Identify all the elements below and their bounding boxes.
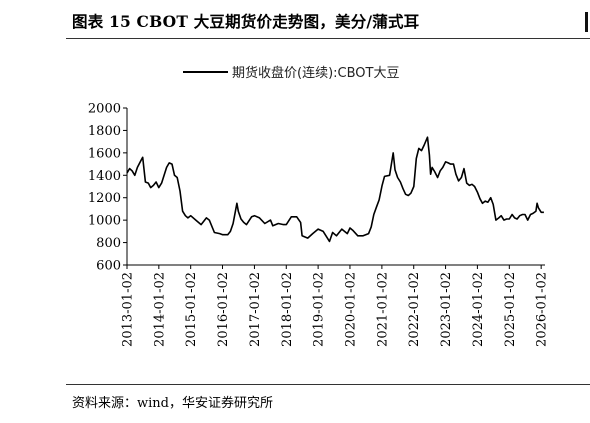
y-tick-label: 800	[96, 236, 121, 251]
y-tick-label: 600	[96, 259, 121, 274]
y-tick-label: 1200	[88, 191, 121, 206]
x-tick-label: 2024-01-02	[471, 272, 486, 347]
x-tick-label: 2016-01-02	[216, 272, 231, 347]
x-tick-label: 2021-01-02	[375, 272, 390, 347]
x-tick-label: 2020-01-02	[343, 272, 358, 347]
y-tick-label: 1400	[88, 169, 121, 184]
y-tick-label: 1000	[88, 214, 121, 229]
x-tick-label: 2026-01-02	[535, 272, 550, 347]
x-tick-label: 2022-01-02	[407, 272, 422, 347]
chart-axes	[126, 108, 545, 266]
x-tick-label: 2019-01-02	[312, 272, 327, 347]
x-tick-label: 2025-01-02	[503, 272, 518, 347]
figure-source: 资料来源：wind，华安证券研究所	[72, 396, 273, 411]
source-divider	[66, 384, 590, 385]
series-line-0	[126, 136, 544, 243]
x-axis-ticks: 2013-01-02 2014-01-02 2015-01-02 2016-01-02…	[121, 265, 550, 347]
x-tick-label: 2014-01-02	[152, 272, 167, 347]
y-tick-label: 2000	[88, 102, 121, 117]
page-edge-mark	[585, 12, 588, 32]
figure-header: 图表 15 CBOT 大豆期货价走势图，美分/蒲式耳	[0, 0, 590, 40]
y-axis-ticks: 600 800 1000 1200 1400 1600 1800 2000	[88, 102, 127, 274]
figure-title: 图表 15 CBOT 大豆期货价走势图，美分/蒲式耳	[72, 12, 420, 31]
y-tick-label: 1600	[88, 146, 121, 161]
chart-series	[126, 136, 544, 243]
title-divider	[66, 38, 590, 39]
x-tick-label: 2013-01-02	[121, 272, 136, 347]
x-tick-label: 2017-01-02	[248, 272, 263, 347]
y-tick-label: 1800	[88, 124, 121, 139]
x-tick-label: 2015-01-02	[184, 272, 199, 347]
price-line-chart: 期货收盘价(连续):CBOT大豆 600 800 1000 1200 1400 1600 1…	[88, 65, 550, 347]
x-tick-label: 2018-01-02	[280, 272, 295, 347]
legend-label: 期货收盘价(连续):CBOT大豆	[232, 65, 399, 81]
chart-legend: 期货收盘价(连续):CBOT大豆	[183, 65, 399, 81]
x-tick-label: 2023-01-02	[439, 272, 454, 347]
